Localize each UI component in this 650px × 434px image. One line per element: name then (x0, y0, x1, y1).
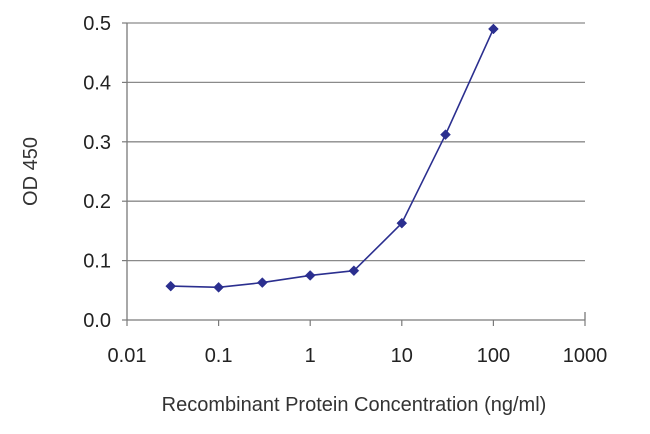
x-tick-label: 100 (477, 345, 510, 367)
data-series (165, 23, 499, 293)
series-line (170, 28, 495, 289)
axis-ticks: 0.0 0.1 0.2 0.3 0.4 0.5 0.01 0.1 1 10 100 1000 (83, 13, 607, 367)
y-tick-label: 0.4 (83, 72, 111, 94)
data-point (213, 281, 224, 293)
x-tick-label: 0.1 (205, 345, 233, 367)
y-tick-label: 0.3 (83, 132, 111, 154)
gridlines (127, 22, 585, 262)
data-point (165, 280, 177, 292)
data-point (488, 23, 499, 35)
y-tick-label: 0.2 (83, 191, 111, 213)
x-tick-label: 0.01 (108, 345, 147, 367)
x-tick-label: 1 (305, 345, 316, 367)
data-point (348, 265, 360, 277)
y-tick-label: 0.0 (83, 310, 111, 332)
x-tick-label: 1000 (563, 345, 608, 367)
y-tick-label: 0.5 (83, 13, 111, 35)
x-axis-title: Recombinant Protein Concentration (ng/ml… (162, 394, 547, 416)
data-point (304, 270, 316, 281)
y-axis-title: OD 450 (20, 137, 42, 206)
x-tick-label: 10 (391, 345, 413, 367)
y-tick-label: 0.1 (83, 251, 111, 273)
axes (126, 23, 586, 321)
data-point (256, 277, 268, 288)
data-point (396, 217, 408, 229)
data-point (440, 129, 451, 141)
